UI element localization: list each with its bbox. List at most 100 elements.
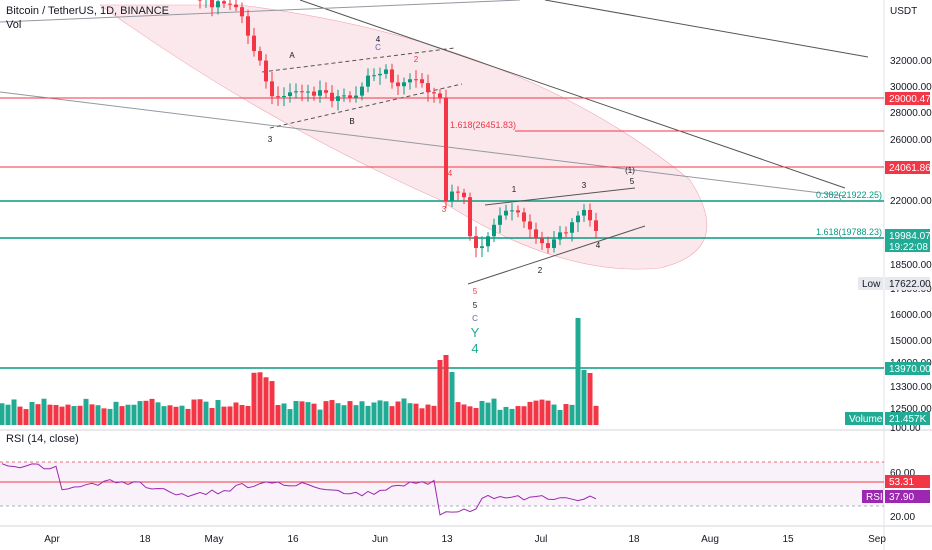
time-tick: Jul: [535, 534, 548, 545]
volume-bar: [71, 406, 77, 425]
volume-bar: [47, 404, 53, 425]
rsi-line: [1, 463, 597, 516]
candle-body: [210, 0, 214, 8]
volume-bar: [359, 401, 365, 425]
volume-bar: [377, 400, 383, 425]
price-tick: 12500.00: [890, 404, 932, 415]
volume-bar: [95, 405, 101, 425]
volume-bar: [11, 399, 17, 425]
volume-bar: [0, 403, 5, 425]
volume-bar: [137, 401, 143, 425]
volume-bar: [395, 401, 401, 425]
volume-bar: [365, 405, 371, 425]
volume-bar: [203, 401, 209, 425]
candle-body: [264, 60, 268, 82]
candle-body: [258, 51, 262, 61]
candle-body: [492, 224, 496, 237]
candle-body: [354, 95, 358, 98]
wave-label: 4: [376, 35, 381, 44]
axis-unit: USDT: [890, 6, 917, 17]
volume-bar: [515, 406, 521, 425]
low-tag: Low: [862, 279, 881, 290]
countdown-label: 19:22:08: [889, 242, 928, 253]
candle-body: [252, 35, 256, 52]
price-label-13970: 13970.00: [889, 364, 931, 375]
volume-bar: [587, 373, 593, 425]
rsi-tick: 60.00: [890, 468, 915, 479]
volume-bar: [311, 403, 317, 425]
time-tick: Apr: [44, 534, 60, 545]
volume-bar: [107, 408, 113, 425]
volume-bar: [221, 406, 227, 425]
volume-bar: [323, 401, 329, 425]
price-label-29000: 29000.47: [889, 94, 931, 105]
time-tick: Jun: [372, 534, 388, 545]
volume-indicator-label[interactable]: Vol: [6, 19, 21, 31]
volume-bar: [65, 404, 71, 425]
price-tick: 13300.00: [890, 382, 932, 393]
candle-body: [462, 192, 466, 198]
price-tick: 15000.00: [890, 336, 932, 347]
wave-label: 3: [582, 181, 587, 190]
volume-bar: [191, 399, 197, 425]
volume-bar: [509, 408, 515, 425]
candle-body: [336, 96, 340, 101]
candle-body: [378, 73, 382, 76]
candle-body: [456, 191, 460, 193]
candles: [198, 0, 598, 258]
candle-body: [480, 246, 484, 248]
time-axis[interactable]: Apr 18 May 16 Jun 13 Jul 18 Aug 15 Sep: [44, 534, 886, 545]
candle-body: [420, 79, 424, 84]
volume-bar: [281, 403, 287, 425]
volume-bar: [527, 401, 533, 425]
candle-body: [570, 222, 574, 233]
time-tick: Sep: [868, 534, 886, 545]
volume-bar: [581, 370, 587, 425]
volume-bar: [113, 401, 119, 425]
time-tick: 13: [441, 534, 453, 545]
volume-bar: [467, 406, 473, 425]
candle-body: [396, 82, 400, 87]
volume-bar: [179, 405, 185, 425]
candle-body: [342, 95, 346, 97]
volume-bar: [233, 402, 239, 425]
volume-bar: [431, 405, 437, 425]
candle-body: [402, 82, 406, 87]
volume-bar: [491, 398, 497, 425]
candle-body: [444, 97, 448, 202]
candle-body: [300, 91, 304, 93]
rsi-indicator-label[interactable]: RSI (14, close): [6, 433, 79, 445]
wave-label: 4: [596, 241, 601, 250]
candle-body: [546, 243, 550, 248]
candle-body: [498, 215, 502, 225]
candle-body: [330, 92, 334, 101]
volume-bar: [161, 406, 167, 425]
volume-bar: [305, 402, 311, 425]
price-label-low: 17622.00: [889, 279, 931, 290]
trendline-upper: [299, 0, 846, 189]
time-tick: 18: [628, 534, 640, 545]
rsi-level-label: 53.31: [889, 477, 914, 488]
candle-body: [366, 75, 370, 87]
volume-bar: [41, 398, 47, 425]
volume-bar: [593, 405, 599, 425]
volume-bar: [461, 404, 467, 425]
volume-bar: [77, 405, 83, 425]
volume-bar: [503, 406, 509, 425]
volume-bar: [173, 406, 179, 425]
volume-bar: [215, 400, 221, 425]
candle-body: [558, 232, 562, 240]
candle-body: [306, 91, 310, 93]
volume-bar: [23, 409, 29, 425]
candle-body: [384, 69, 388, 74]
trendline-top: [544, 0, 869, 58]
candle-body: [426, 83, 430, 93]
wave-labels: A C B 4 2 3 4 3 1 3 (1) 5 2 4 5 5 C Y 4: [268, 35, 635, 356]
rsi-tick: 20.00: [890, 512, 915, 523]
candle-body: [564, 232, 568, 234]
price-axis[interactable]: USDT 32000.00 30000.00 28000.00 26000.00…: [890, 6, 932, 523]
candle-body: [534, 229, 538, 239]
volume-bar: [443, 355, 449, 425]
symbol-title[interactable]: Bitcoin / TetherUS, 1D, BINANCE: [6, 5, 169, 17]
